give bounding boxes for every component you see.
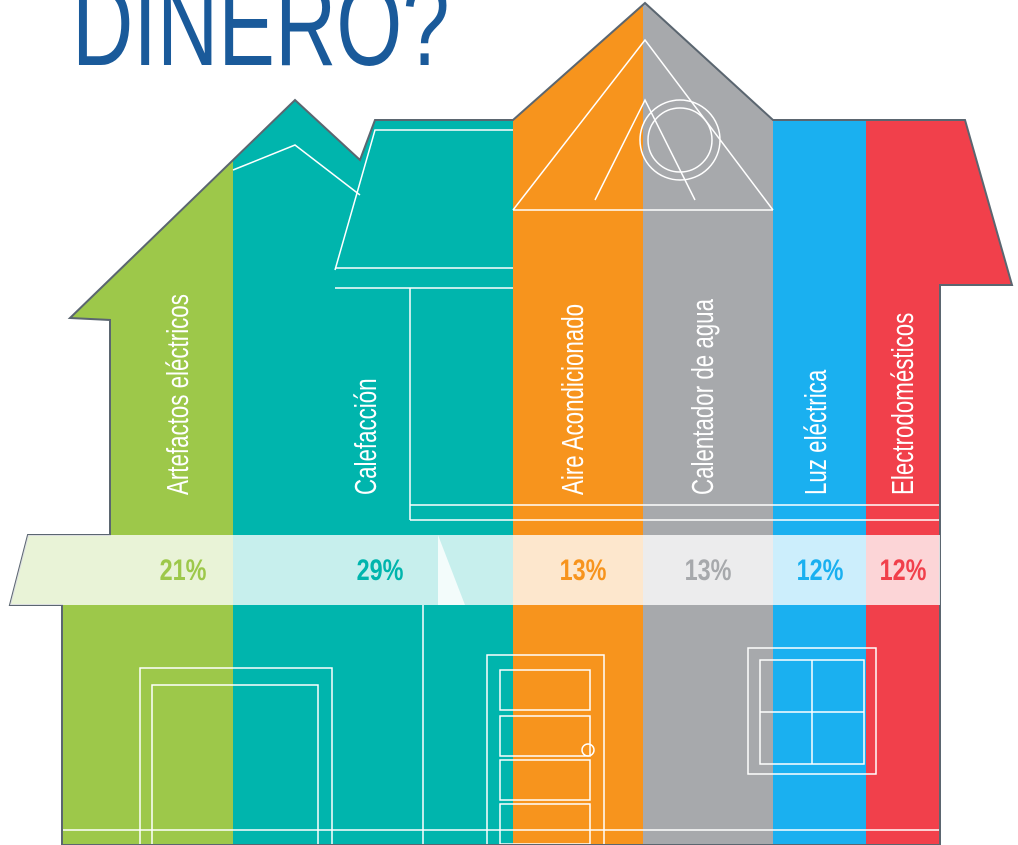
segment-percent: 29% xyxy=(357,553,404,586)
segment-percent: 12% xyxy=(880,553,927,586)
segment-label: Artefactos eléctricos xyxy=(161,294,195,495)
title: DINERO? xyxy=(72,0,450,90)
segment-percent: 21% xyxy=(160,553,207,586)
stripe xyxy=(0,0,233,845)
segment-label: Electrodomésticos xyxy=(886,313,920,495)
segment-label: Calefacción xyxy=(349,378,383,495)
segment-percent: 13% xyxy=(560,553,607,586)
segment-label: Aire Acondicionado xyxy=(556,304,590,495)
infographic: DINERO? Artefactos eléctricos 21% Calefacc… xyxy=(0,0,1018,845)
segment-percent: 12% xyxy=(797,553,844,586)
segment-percent: 13% xyxy=(685,553,732,586)
segment-label: Calentador de agua xyxy=(686,298,720,495)
segment-label: Luz eléctrica xyxy=(799,369,833,495)
